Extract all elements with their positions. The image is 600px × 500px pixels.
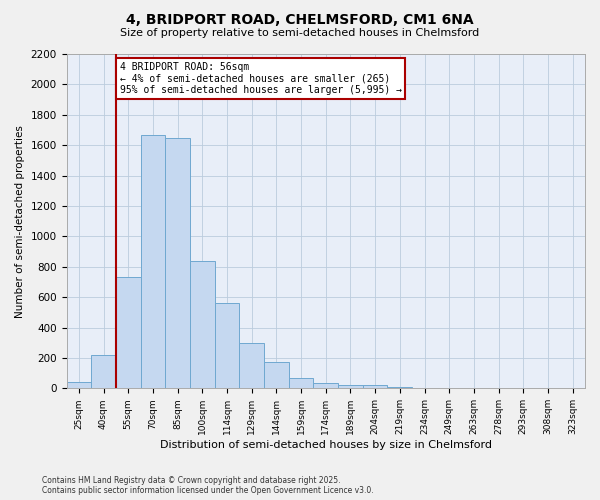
Text: 4, BRIDPORT ROAD, CHELMSFORD, CM1 6NA: 4, BRIDPORT ROAD, CHELMSFORD, CM1 6NA xyxy=(126,12,474,26)
X-axis label: Distribution of semi-detached houses by size in Chelmsford: Distribution of semi-detached houses by … xyxy=(160,440,492,450)
Y-axis label: Number of semi-detached properties: Number of semi-detached properties xyxy=(15,124,25,318)
Bar xyxy=(140,134,165,388)
Bar xyxy=(190,260,215,388)
Bar xyxy=(264,362,289,388)
Bar xyxy=(116,278,140,388)
Bar xyxy=(338,386,363,388)
Bar xyxy=(239,343,264,388)
Text: Contains HM Land Registry data © Crown copyright and database right 2025.
Contai: Contains HM Land Registry data © Crown c… xyxy=(42,476,374,495)
Text: 4 BRIDPORT ROAD: 56sqm
← 4% of semi-detached houses are smaller (265)
95% of sem: 4 BRIDPORT ROAD: 56sqm ← 4% of semi-deta… xyxy=(119,62,401,95)
Bar xyxy=(388,387,412,388)
Bar xyxy=(67,382,91,388)
Bar xyxy=(289,378,313,388)
Text: Size of property relative to semi-detached houses in Chelmsford: Size of property relative to semi-detach… xyxy=(121,28,479,38)
Bar xyxy=(165,138,190,388)
Bar xyxy=(215,303,239,388)
Bar xyxy=(313,383,338,388)
Bar xyxy=(91,355,116,388)
Bar xyxy=(363,386,388,388)
